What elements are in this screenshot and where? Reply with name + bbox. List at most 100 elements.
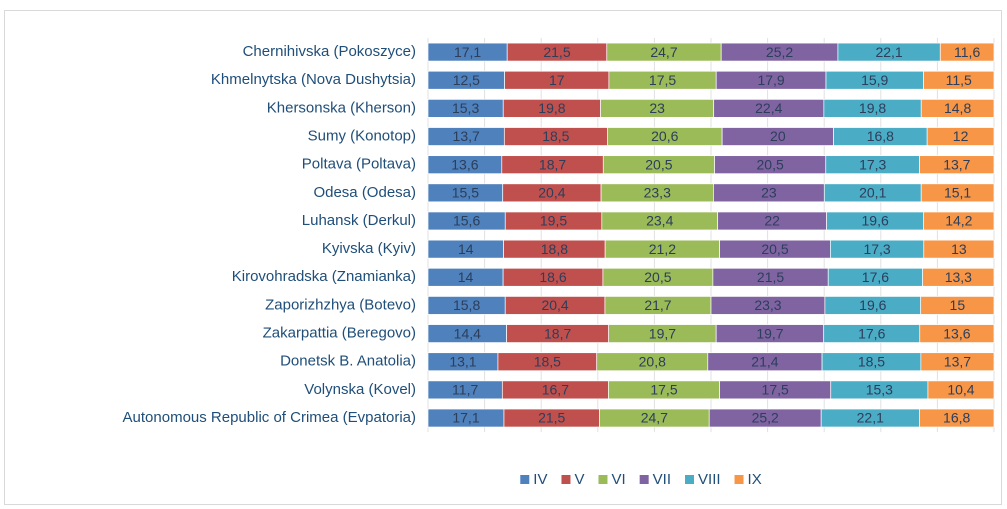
data-label: 20,5 (761, 241, 788, 257)
data-label: 17,6 (862, 269, 889, 285)
data-label: 12 (953, 128, 969, 144)
data-label: 24,7 (641, 410, 668, 426)
data-label: 14,4 (454, 325, 481, 341)
data-label: 21,2 (649, 241, 676, 257)
data-label: 20,8 (639, 353, 666, 369)
bar-segment (919, 408, 995, 428)
data-label: 25,2 (766, 44, 793, 60)
data-label: 13,1 (449, 353, 476, 369)
data-label: 22,4 (755, 100, 782, 116)
data-label: 15,1 (944, 185, 971, 201)
data-label: 25,2 (752, 410, 779, 426)
data-label: 20,5 (644, 269, 671, 285)
data-label: 23 (761, 185, 777, 201)
legend-label: VII (653, 471, 671, 488)
data-label: 13 (951, 241, 967, 257)
data-label: 18,7 (544, 325, 571, 341)
data-label: 11,7 (452, 382, 478, 398)
data-label: 13,7 (943, 156, 970, 172)
data-label: 13,7 (944, 353, 971, 369)
data-label: 20,1 (859, 185, 886, 201)
bar-segment (920, 296, 995, 315)
data-label: 15,3 (452, 100, 479, 116)
bar-segment (919, 324, 995, 343)
data-label: 24,7 (650, 44, 677, 60)
data-label: 19,5 (540, 213, 567, 229)
legend-swatch (598, 475, 608, 484)
bar-segment (922, 267, 995, 287)
data-label: 20,4 (538, 185, 565, 201)
data-label: 13,7 (453, 128, 480, 144)
legend-label: V (574, 471, 584, 488)
category-label: Poltava (Poltava) (302, 156, 416, 173)
data-label: 17,1 (452, 410, 479, 426)
data-label: 18,5 (858, 353, 885, 369)
data-label: 20 (770, 128, 786, 144)
data-label: 12,5 (453, 72, 480, 88)
data-label: 23,3 (644, 185, 671, 201)
data-label: 20,4 (541, 297, 568, 313)
bar-segment (939, 42, 995, 62)
data-label: 15,9 (861, 72, 888, 88)
category-label: Chernihivska (Pokoszyce) (243, 43, 416, 60)
data-label: 15,3 (866, 382, 893, 398)
data-label: 16,7 (542, 382, 569, 398)
data-label: 20,5 (757, 156, 784, 172)
data-label: 15,6 (453, 213, 480, 229)
data-label: 23 (649, 100, 665, 116)
data-label: 16,8 (867, 128, 894, 144)
category-label: Volynska (Kovel) (304, 381, 416, 398)
data-label: 17 (549, 72, 565, 88)
data-label: 15 (950, 297, 966, 313)
data-label: 22,1 (857, 410, 884, 426)
legend-label: IV (533, 471, 547, 488)
bar-segment (926, 127, 995, 146)
data-label: 18,5 (542, 128, 569, 144)
data-label: 22,1 (875, 44, 902, 60)
legend-swatch (561, 475, 571, 484)
data-label: 21,5 (757, 269, 784, 285)
data-label: 18,6 (539, 269, 566, 285)
bar-segment (923, 211, 995, 231)
data-label: 14,2 (945, 213, 972, 229)
data-label: 13,6 (451, 156, 478, 172)
category-label: Khersonska (Kherson) (267, 99, 416, 116)
data-label: 18,8 (541, 241, 568, 257)
data-label: 17,5 (650, 382, 677, 398)
bar-segment (920, 352, 995, 372)
data-label: 14 (458, 241, 474, 257)
data-label: 19,6 (859, 297, 886, 313)
bar-segment (923, 70, 995, 90)
bar-segment (927, 380, 995, 400)
legend-swatch (639, 475, 649, 484)
data-label: 14 (458, 269, 474, 285)
category-label: Odesa (Odesa) (313, 184, 416, 201)
data-label: 13,3 (945, 269, 972, 285)
category-label: Luhansk (Derkul) (302, 212, 416, 229)
category-label: Donetsk B. Anatolia) (280, 353, 416, 370)
data-label: 19,7 (756, 325, 783, 341)
category-label: Kirovohradska (Znamianka) (232, 268, 416, 285)
legend-swatch (685, 475, 695, 484)
data-label: 20,6 (651, 128, 678, 144)
data-label: 17,3 (863, 241, 890, 257)
data-label: 10,4 (947, 382, 974, 398)
data-label: 13,6 (943, 325, 970, 341)
data-label: 16,8 (943, 410, 970, 426)
data-label: 19,7 (649, 325, 676, 341)
data-label: 23,3 (754, 297, 781, 313)
bar-segment (923, 239, 995, 259)
data-label: 20,5 (645, 156, 672, 172)
bar-segment (920, 183, 995, 203)
category-label: Zaporizhzhya (Botevo) (265, 296, 416, 313)
data-label: 15,5 (452, 185, 479, 201)
category-label: Autonomous Republic of Crimea (Evpatoria… (123, 409, 416, 426)
data-label: 17,3 (859, 156, 886, 172)
category-label: Kyivska (Kyiv) (322, 240, 416, 257)
legend-label: VIII (698, 471, 721, 488)
category-label: Sumy (Konotop) (308, 127, 416, 144)
data-label: 21,7 (644, 297, 671, 313)
data-label: 11,5 (946, 72, 972, 88)
bar-segment (920, 99, 995, 118)
